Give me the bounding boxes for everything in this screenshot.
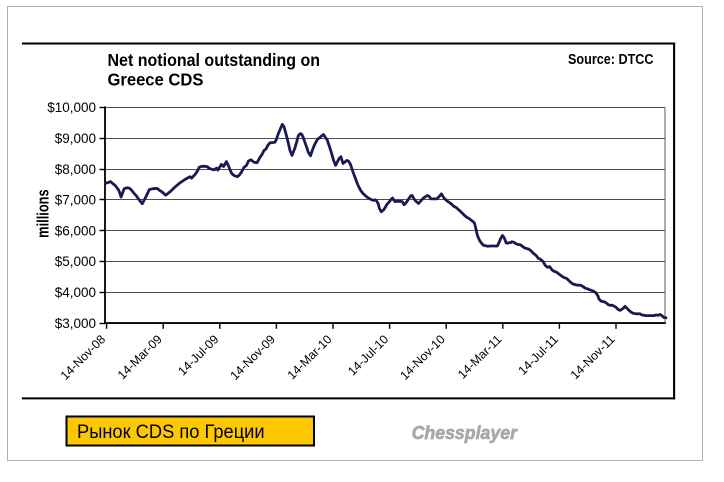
svg-text:$6,000: $6,000 bbox=[55, 223, 96, 238]
svg-text:Source: DTCC: Source: DTCC bbox=[568, 52, 654, 68]
svg-text:Рынок CDS по Греции: Рынок CDS по Греции bbox=[77, 422, 265, 443]
svg-text:Net notional outstanding on: Net notional outstanding on bbox=[108, 50, 321, 70]
svg-text:$10,000: $10,000 bbox=[47, 100, 96, 115]
svg-text:$9,000: $9,000 bbox=[55, 131, 96, 146]
svg-text:$5,000: $5,000 bbox=[55, 254, 96, 269]
svg-text:$3,000: $3,000 bbox=[55, 316, 96, 331]
svg-text:$7,000: $7,000 bbox=[55, 193, 96, 208]
svg-text:millions: millions bbox=[34, 189, 53, 238]
svg-text:$4,000: $4,000 bbox=[55, 285, 96, 300]
svg-text:$8,000: $8,000 bbox=[55, 162, 96, 177]
svg-text:Greece CDS: Greece CDS bbox=[108, 70, 204, 90]
svg-text:Chessplayer: Chessplayer bbox=[412, 423, 518, 443]
